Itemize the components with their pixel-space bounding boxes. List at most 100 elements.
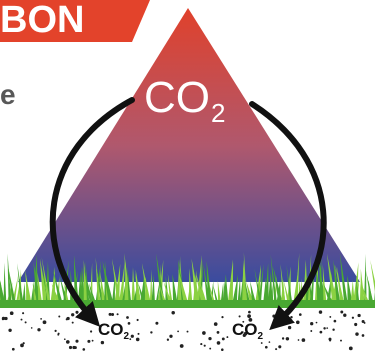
soil-strip — [0, 300, 375, 352]
soil-dot — [248, 310, 251, 314]
grass-blade — [199, 281, 208, 306]
soil-dot — [116, 313, 119, 316]
soil-dot — [340, 339, 342, 342]
soil-dot — [343, 313, 347, 317]
soil-dot — [278, 345, 282, 349]
soil-dot — [329, 315, 332, 318]
grass-blade — [233, 273, 238, 306]
soil-dot — [42, 320, 47, 325]
soil-dot — [71, 313, 75, 317]
soil-dot — [57, 332, 60, 335]
soil-dot — [357, 313, 361, 318]
grass-blade — [264, 262, 269, 306]
grass-blade — [326, 253, 338, 306]
grass-blade — [15, 272, 22, 306]
soil-dot — [275, 348, 278, 351]
soil-dot — [318, 310, 323, 314]
soil-dot — [323, 327, 326, 330]
soil-dot — [127, 322, 131, 325]
grass-blade — [8, 266, 17, 306]
soil-dot — [208, 336, 212, 341]
grass-blade — [135, 272, 143, 306]
soil-dot — [129, 338, 132, 341]
grass-blade — [286, 265, 293, 306]
soil-dot — [264, 345, 268, 349]
soil-dot — [200, 343, 203, 346]
left-cycle-arrow — [49, 97, 135, 327]
grass-blade — [3, 262, 7, 306]
soil-dot — [315, 321, 318, 324]
soil-dot — [319, 330, 323, 334]
grass-blade — [244, 279, 251, 306]
soil-dot — [40, 318, 42, 320]
soil-dot — [260, 342, 263, 344]
soil-dot — [30, 327, 33, 329]
soil-dot — [169, 334, 173, 338]
soil-dot — [290, 315, 293, 319]
grass-blade — [156, 253, 166, 306]
atmosphere-co2-label: CO2 — [144, 76, 225, 135]
soil-dot — [221, 337, 225, 341]
grass-blade — [33, 262, 42, 306]
soil-dot — [24, 321, 27, 324]
grass-blade — [172, 274, 179, 306]
soil-dot — [166, 338, 170, 341]
soil-dot — [202, 331, 206, 335]
grass-blade — [335, 264, 345, 306]
grass-blade — [203, 264, 211, 306]
soil-dot — [242, 320, 245, 323]
grass-blade — [319, 259, 326, 306]
grass-blade — [356, 277, 360, 306]
grass-blade — [155, 278, 160, 306]
soil-dot — [71, 321, 74, 324]
grass-blade — [180, 256, 184, 306]
grass-blade — [270, 254, 278, 306]
soil-dot — [272, 314, 276, 318]
soil-dot — [179, 344, 184, 348]
soil-dot — [4, 316, 8, 321]
grass-blade — [250, 280, 257, 306]
soil-dot — [332, 328, 335, 331]
grass-blade — [280, 264, 286, 306]
grass-blade — [167, 273, 174, 306]
soil-dots — [1, 310, 366, 351]
soil-dot — [63, 338, 66, 341]
soil-dot — [20, 343, 24, 348]
soil-dot — [340, 310, 344, 314]
soil-dot — [296, 320, 300, 325]
grass-blade — [11, 275, 19, 306]
soil-co2-right-main: CO — [232, 320, 258, 339]
grass-blade — [209, 283, 217, 306]
grass-blade — [83, 267, 94, 306]
soil-dot — [297, 339, 300, 341]
soil-dot — [186, 330, 189, 333]
grass-blade — [191, 258, 201, 306]
grass-blade — [111, 258, 122, 306]
soil-co2-label-right: CO2 — [232, 321, 263, 346]
soil-dot — [82, 348, 86, 351]
grass-blade — [102, 260, 115, 306]
soil-dot — [351, 316, 355, 319]
grass-blade — [99, 271, 107, 306]
soil-dot — [65, 340, 70, 344]
grass-blade — [7, 253, 12, 306]
soil-dot — [22, 312, 25, 315]
grass-base — [0, 300, 375, 308]
soil-dot — [22, 342, 25, 345]
grass-blade — [41, 257, 52, 306]
title-banner: BON — [0, 0, 150, 42]
soil-dot — [209, 347, 212, 350]
soil-dot — [68, 345, 73, 350]
grass-blade — [132, 279, 139, 306]
soil-dot — [285, 337, 290, 341]
soil-dot — [248, 318, 253, 322]
grass-blade — [237, 277, 241, 306]
soil-dot — [136, 318, 139, 322]
side-text-fragment: e — [0, 79, 16, 110]
atmosphere-triangle — [18, 8, 360, 282]
grass-blade — [63, 281, 70, 306]
grass-blade — [127, 265, 132, 306]
soil-dot — [326, 327, 329, 329]
grass-blade — [254, 268, 263, 306]
